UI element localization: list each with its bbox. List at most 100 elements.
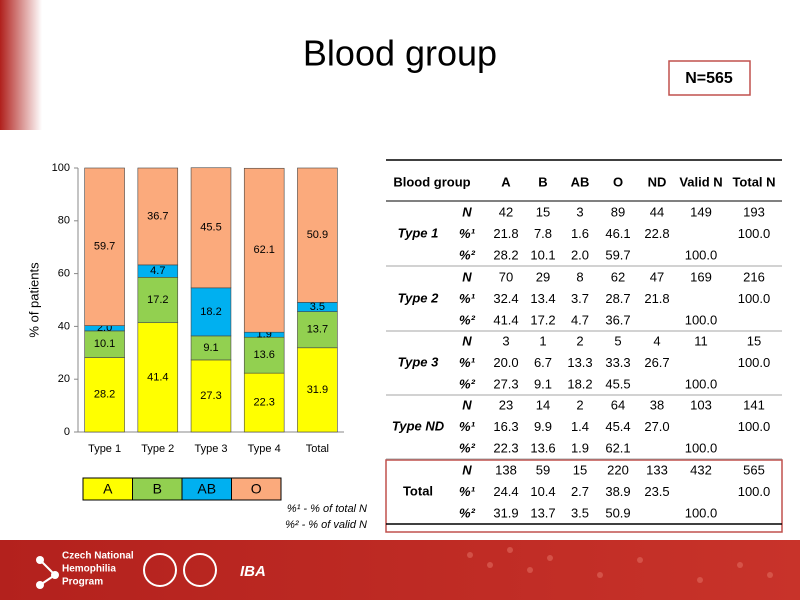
table-cell: 8 [576, 269, 583, 284]
table-cell: 28.7 [605, 291, 630, 306]
row-label: %² [459, 440, 476, 455]
bar-segment [190, 335, 232, 361]
table-header: B [538, 174, 547, 189]
group-label: Type 1 [398, 225, 439, 240]
row-label: %¹ [459, 484, 476, 499]
table-cell: 3.7 [571, 291, 589, 306]
footer-logo-icon [36, 556, 59, 589]
table-cell: 21.8 [644, 291, 669, 306]
table-cell: 193 [743, 204, 765, 219]
table-cell: 100.0 [685, 247, 718, 262]
bar-segment [190, 287, 232, 337]
group-label: Type 2 [398, 290, 439, 305]
table-cell: 100.0 [738, 484, 771, 499]
table-cell: 27.3 [493, 376, 518, 391]
table-cell: 64 [611, 397, 625, 412]
table-cell: 2.0 [571, 247, 589, 262]
row-label: %¹ [459, 226, 476, 241]
table-cell: 45.4 [605, 419, 630, 434]
bar-segment [297, 347, 338, 433]
data-label: 17.2 [147, 294, 168, 306]
data-label: 41.4 [147, 371, 168, 383]
table-header: Blood group [393, 174, 470, 189]
table-cell: 17.2 [530, 312, 555, 327]
table-cell: 62.1 [605, 440, 630, 455]
y-tick-label: 80 [58, 215, 70, 227]
table-cell: 9.9 [534, 419, 552, 434]
y-axis-label: % of patients [26, 262, 41, 338]
table-header: A [501, 174, 511, 189]
table-cell: 220 [607, 462, 629, 477]
data-label: 9.1 [203, 342, 218, 354]
bar-segment [190, 359, 232, 433]
legend-label: B [153, 481, 162, 497]
table-cell: 100.0 [738, 355, 771, 370]
table-cell: 20.0 [493, 355, 518, 370]
table-cell: 11 [694, 333, 708, 348]
data-label: 27.3 [200, 390, 221, 402]
table-cell: 1 [539, 333, 546, 348]
table-cell: 3 [502, 333, 509, 348]
table-cell: 7.8 [534, 226, 552, 241]
table-cell: 70 [499, 269, 513, 284]
table-cell: 1.9 [571, 440, 589, 455]
table-cell: 46.1 [605, 226, 630, 241]
table-cell: 9.1 [534, 376, 552, 391]
table-cell: 432 [690, 462, 712, 477]
footer-seal [143, 553, 177, 587]
table-cell: 13.6 [530, 440, 555, 455]
data-label: 31.9 [307, 384, 328, 396]
table-cell: 100.0 [685, 440, 718, 455]
footer-band [0, 540, 800, 600]
legend-label: A [103, 481, 113, 497]
data-label: 28.2 [94, 389, 115, 401]
legend-label: O [251, 481, 262, 497]
table-cell: 2 [576, 397, 583, 412]
table-cell: 2.7 [571, 484, 589, 499]
data-label: 59.7 [94, 241, 115, 253]
table-cell: 38.9 [605, 484, 630, 499]
table-cell: 6.7 [534, 355, 552, 370]
data-label: 50.9 [307, 229, 328, 241]
table-cell: 1.6 [571, 226, 589, 241]
y-tick-label: 60 [58, 268, 70, 280]
table-cell: 169 [690, 269, 712, 284]
table-cell: 32.4 [493, 291, 518, 306]
bar-segment [137, 276, 179, 324]
table-cell: 4.7 [571, 312, 589, 327]
row-label: N [462, 397, 472, 412]
row-label: N [462, 333, 472, 348]
table-cell: 38 [650, 397, 664, 412]
row-label: %² [459, 505, 476, 520]
bar-segment [243, 167, 285, 333]
table-cell: 21.8 [493, 226, 518, 241]
table-header: ND [648, 174, 667, 189]
data-label: 3.5 [310, 301, 325, 313]
table-cell: 59 [536, 462, 550, 477]
footer-text: Program [62, 577, 103, 588]
x-tick-label: Type 2 [141, 443, 174, 455]
data-label: 22.3 [253, 396, 274, 408]
table-header: Total N [732, 174, 775, 189]
row-label: N [462, 462, 472, 477]
corner-band [0, 0, 42, 130]
table-cell: 100.0 [738, 419, 771, 434]
table-cell: 100.0 [685, 312, 718, 327]
table-cell: 141 [743, 397, 765, 412]
table-cell: 22.8 [644, 226, 669, 241]
x-tick-label: Type 4 [248, 443, 281, 455]
table-cell: 50.9 [605, 505, 630, 520]
table-cell: 18.2 [567, 376, 592, 391]
table-cell: 565 [743, 462, 765, 477]
table-cell: 4 [653, 333, 660, 348]
footer-seal [183, 553, 217, 587]
data-label: 36.7 [147, 210, 168, 222]
data-label: 13.6 [253, 349, 274, 361]
table-cell: 13.4 [530, 291, 555, 306]
bar-segment [297, 167, 338, 303]
table-cell: 100.0 [738, 226, 771, 241]
row-label: %² [459, 376, 476, 391]
legend-label: AB [197, 481, 216, 497]
row-label: %² [459, 247, 476, 262]
